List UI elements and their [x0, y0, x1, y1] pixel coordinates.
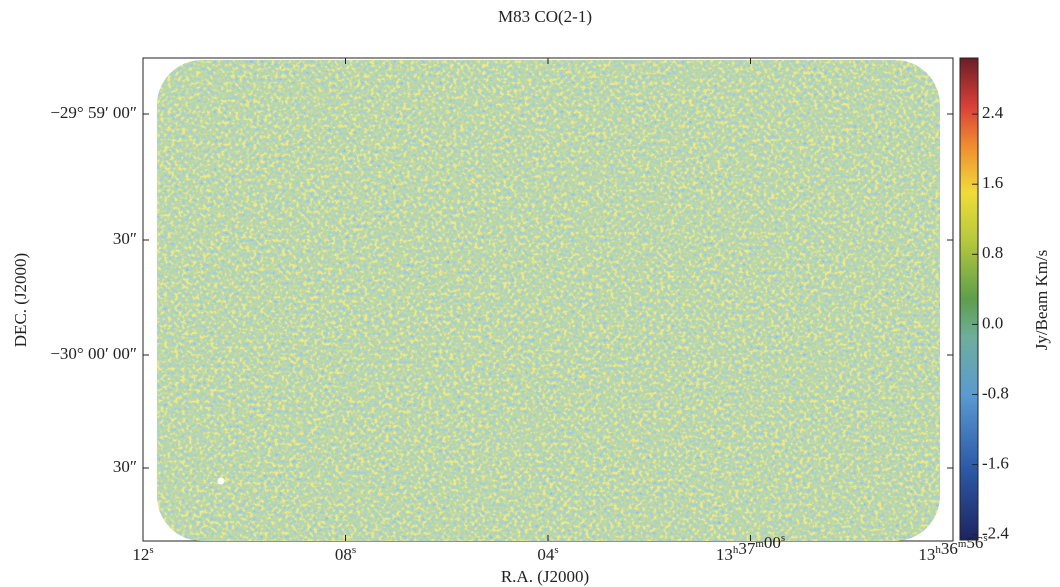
x-tick-label-sup: s	[149, 544, 153, 556]
map-image	[157, 60, 940, 541]
x-axis-label: R.A. (J2000)	[501, 567, 589, 586]
x-tick-label-part: 00	[764, 533, 781, 552]
colorbar-tick-label: 0.8	[982, 243, 1003, 262]
x-tick-label-sup: s	[352, 544, 356, 556]
y-tick-label: 30″	[113, 229, 137, 248]
y-axis-label: DEC. (J2000)	[11, 253, 30, 347]
colorbar-tick-label: 1.6	[982, 173, 1003, 192]
colorbar	[959, 57, 979, 541]
x-tick-label-sup: s	[983, 532, 987, 544]
x-tick-label-sup: m	[755, 538, 764, 550]
x-tick-label-part: 13	[716, 545, 733, 564]
x-tick-label-sup: h	[733, 544, 739, 556]
x-tick-label-part: 36	[941, 539, 958, 558]
y-tick-label: −29° 59′ 00″	[50, 103, 137, 122]
x-tick-label: 12s	[132, 544, 153, 564]
colorbar-tick-label: -0.8	[982, 383, 1009, 402]
colorbar-label: Jy/Beam Km/s	[1032, 250, 1051, 351]
x-tick-label-sup: s	[781, 532, 785, 544]
colorbar-tick-label: -1.6	[982, 454, 1009, 473]
colorbar-tick-label: 2.4	[982, 103, 1004, 122]
colorbar-tick-label: -2.4	[982, 524, 1009, 543]
x-tick-label-sup: h	[935, 544, 941, 556]
x-tick-label-part: 08	[335, 545, 352, 564]
x-tick-label-sup: s	[554, 544, 558, 556]
x-tick-label-part: 04	[537, 545, 555, 564]
y-tick-label: 30″	[113, 457, 137, 476]
y-tick-label: −30° 00′ 00″	[50, 344, 137, 363]
x-tick-label-part: 37	[738, 539, 756, 558]
x-tick-label: 13h37m00s	[716, 532, 785, 564]
x-tick-label: 13h36m56s	[918, 532, 987, 564]
x-tick-label: 04s	[537, 544, 558, 564]
x-tick-label-sup: m	[958, 538, 967, 550]
x-tick-label-part: 13	[918, 545, 935, 564]
x-tick-label-part: 56	[966, 533, 983, 552]
colorbar-tick-label: 0.0	[982, 313, 1003, 332]
x-tick-label: 08s	[335, 544, 356, 564]
beam	[217, 477, 225, 485]
chart-title: M83 CO(2-1)	[498, 7, 592, 26]
x-tick-label-part: 12	[132, 545, 149, 564]
